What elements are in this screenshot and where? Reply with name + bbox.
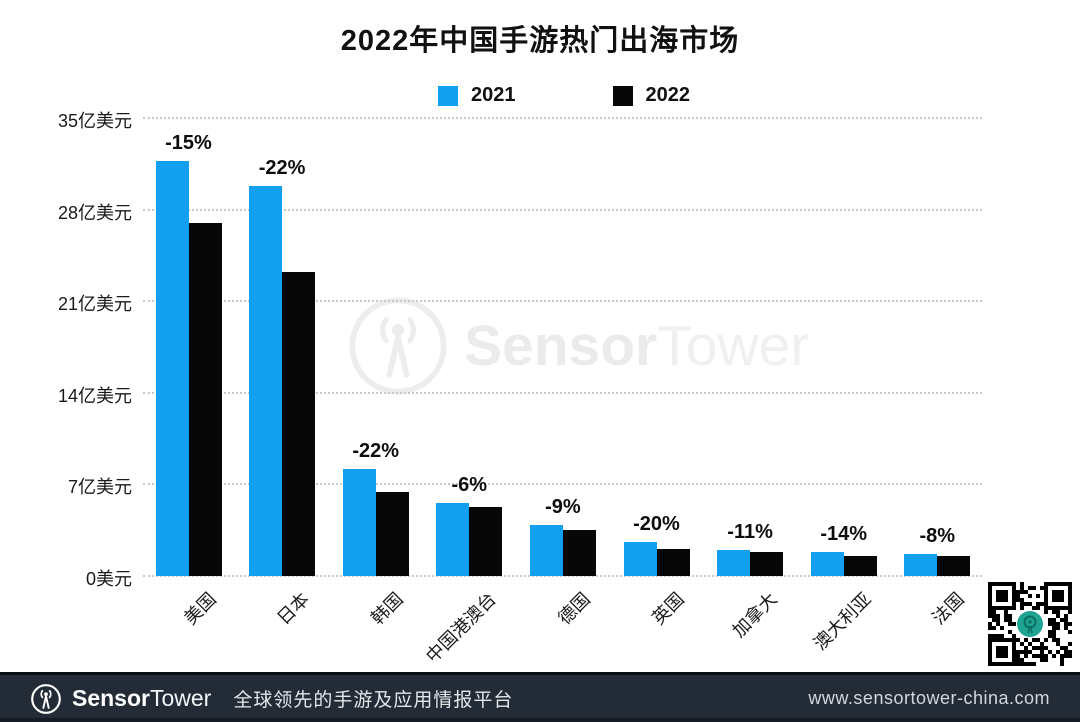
y-tick-label: 35亿美元: [57, 111, 132, 131]
pct-change-label: -15%: [165, 132, 212, 155]
pct-change-label: -22%: [258, 157, 306, 180]
pct-change-label: -11%: [727, 520, 773, 543]
bar-2022-英国: [656, 548, 690, 576]
legend-item-2022: 2022: [612, 84, 691, 107]
sensortower-logo-icon: [31, 683, 61, 714]
bar-2022-美国: [188, 222, 222, 576]
bar-2021-中国港澳台: [436, 502, 470, 576]
gridline-28: [143, 208, 982, 211]
legend-swatch-2022-icon: [612, 85, 633, 106]
bar-2022-法国: [937, 555, 971, 576]
bar-2021-英国: [623, 541, 657, 576]
footer-brand-light: Tower: [149, 685, 212, 711]
pct-change-label: -8%: [919, 524, 956, 547]
bar-2021-韩国: [342, 468, 376, 576]
legend-label-2021: 2021: [471, 84, 516, 106]
gridline-14: [143, 391, 982, 394]
pct-change-label: -9%: [545, 495, 581, 518]
y-tick-label: 28亿美元: [57, 202, 132, 223]
y-tick-label: 0美元: [85, 569, 132, 589]
footer-tagline: 全球领先的手游及应用情报平台: [233, 690, 514, 711]
pct-change-label: -22%: [352, 439, 400, 462]
pct-change-label: -14%: [820, 523, 868, 546]
gridline-21: [143, 300, 982, 303]
legend-swatch-2021-icon: [438, 85, 458, 106]
pct-change-label: -20%: [633, 512, 680, 535]
footer-brand: SensorTower: [30, 683, 211, 715]
legend-item-2021: 2021: [438, 84, 516, 107]
footer-brand-text: SensorTower: [72, 685, 211, 712]
y-tick-label: 7亿美元: [67, 477, 132, 498]
footer-brand-bold: Sensor: [72, 685, 150, 711]
bar-2022-韩国: [375, 492, 409, 576]
bar-2021-德国: [529, 524, 563, 576]
watermark: SensorTower: [346, 294, 809, 398]
chart-legend: 2021 2022: [438, 84, 690, 107]
watermark-text: SensorTower: [464, 313, 809, 379]
sensortower-watermark-logo-icon: [349, 297, 447, 395]
footer-bar: SensorTower 全球领先的手游及应用情报平台 www.sensortow…: [0, 672, 1080, 722]
bar-2021-澳大利亚: [810, 552, 844, 576]
y-tick-label: 14亿美元: [57, 385, 132, 406]
legend-label-2022: 2022: [645, 84, 691, 106]
bar-2021-美国: [155, 161, 189, 576]
watermark-text-bold: Sensor: [464, 314, 658, 378]
bar-2021-日本: [249, 186, 283, 576]
bar-2022-德国: [562, 529, 596, 576]
bar-2022-澳大利亚: [843, 555, 877, 576]
bar-2021-法国: [904, 553, 938, 576]
y-tick-label: 21亿美元: [57, 294, 132, 315]
qr-code: [988, 582, 1072, 666]
gridline-35: [143, 117, 982, 119]
bar-2022-加拿大: [750, 552, 784, 576]
watermark-text-light: Tower: [657, 314, 810, 378]
gridline-7: [143, 483, 982, 486]
chart-title: 2022年中国手游热门出海市场: [340, 25, 740, 57]
pct-change-label: -6%: [451, 473, 488, 496]
bar-2022-日本: [282, 272, 316, 576]
gridline-0: [143, 575, 982, 577]
footer-url: www.sensortower-china.com: [808, 688, 1050, 708]
bar-2022-中国港澳台: [469, 507, 503, 576]
bar-2021-加拿大: [717, 549, 751, 576]
